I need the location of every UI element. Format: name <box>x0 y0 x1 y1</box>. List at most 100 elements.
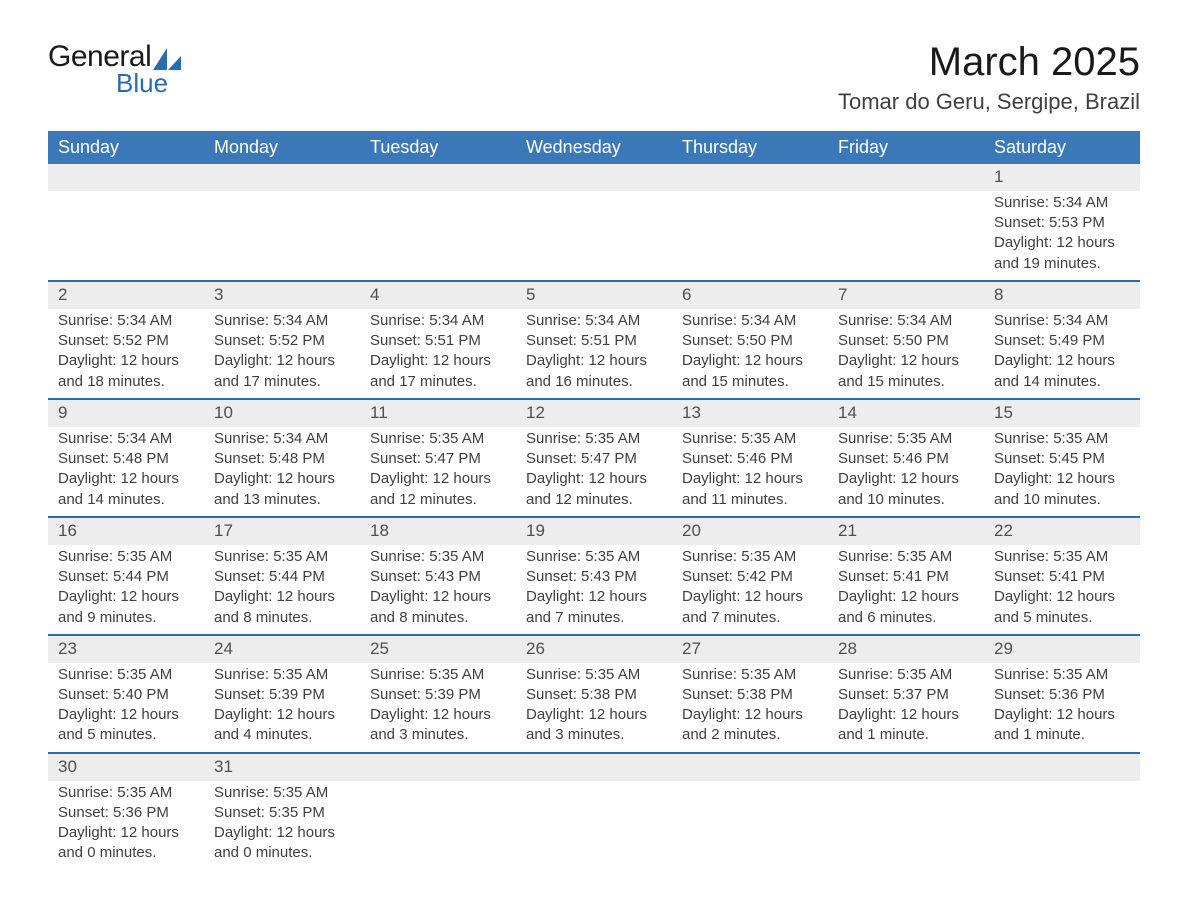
week-content-row: Sunrise: 5:35 AMSunset: 5:44 PMDaylight:… <box>48 545 1140 635</box>
day-number-cell: 1 <box>984 164 1140 191</box>
sunrise-text: Sunrise: 5:35 AM <box>526 547 662 567</box>
day-number-cell: 17 <box>204 517 360 545</box>
sunrise-text: Sunrise: 5:34 AM <box>214 311 350 331</box>
sunset-text: Sunset: 5:47 PM <box>370 449 506 469</box>
sunrise-text: Sunrise: 5:35 AM <box>838 429 974 449</box>
day-content-cell: Sunrise: 5:35 AMSunset: 5:39 PMDaylight:… <box>204 663 360 753</box>
day-content-cell: Sunrise: 5:35 AMSunset: 5:41 PMDaylight:… <box>984 545 1140 635</box>
sunrise-text: Sunrise: 5:35 AM <box>58 665 194 685</box>
logo: General Blue <box>48 40 181 99</box>
day-number-cell: 19 <box>516 517 672 545</box>
sunset-text: Sunset: 5:35 PM <box>214 803 350 823</box>
day-content-cell: Sunrise: 5:34 AMSunset: 5:52 PMDaylight:… <box>204 309 360 399</box>
day-content-cell: Sunrise: 5:34 AMSunset: 5:50 PMDaylight:… <box>672 309 828 399</box>
week-daynum-row: 23242526272829 <box>48 635 1140 663</box>
sunrise-text: Sunrise: 5:35 AM <box>370 547 506 567</box>
sunrise-text: Sunrise: 5:35 AM <box>214 547 350 567</box>
day-content-cell: Sunrise: 5:35 AMSunset: 5:39 PMDaylight:… <box>360 663 516 753</box>
day-content-cell <box>48 191 204 281</box>
week-content-row: Sunrise: 5:35 AMSunset: 5:36 PMDaylight:… <box>48 781 1140 870</box>
day-number-cell: 28 <box>828 635 984 663</box>
month-title: March 2025 <box>838 40 1140 85</box>
day-number-cell: 24 <box>204 635 360 663</box>
sunrise-text: Sunrise: 5:35 AM <box>994 547 1130 567</box>
sunrise-text: Sunrise: 5:35 AM <box>214 783 350 803</box>
day-content-cell <box>828 781 984 870</box>
day-content-cell: Sunrise: 5:34 AMSunset: 5:52 PMDaylight:… <box>48 309 204 399</box>
sunrise-text: Sunrise: 5:35 AM <box>994 665 1130 685</box>
day-number-cell <box>360 753 516 781</box>
sunrise-text: Sunrise: 5:35 AM <box>58 547 194 567</box>
week-daynum-row: 3031 <box>48 753 1140 781</box>
week-daynum-row: 16171819202122 <box>48 517 1140 545</box>
daylight-text: Daylight: 12 hours and 1 minute. <box>994 705 1130 746</box>
week-daynum-row: 1 <box>48 164 1140 191</box>
daylight-text: Daylight: 12 hours and 19 minutes. <box>994 233 1130 274</box>
sunset-text: Sunset: 5:39 PM <box>370 685 506 705</box>
sunset-text: Sunset: 5:38 PM <box>526 685 662 705</box>
day-number-cell: 30 <box>48 753 204 781</box>
calendar-table: Sunday Monday Tuesday Wednesday Thursday… <box>48 131 1140 870</box>
daylight-text: Daylight: 12 hours and 8 minutes. <box>214 587 350 628</box>
day-content-cell: Sunrise: 5:35 AMSunset: 5:47 PMDaylight:… <box>360 427 516 517</box>
day-header: Saturday <box>984 131 1140 164</box>
day-content-cell: Sunrise: 5:35 AMSunset: 5:37 PMDaylight:… <box>828 663 984 753</box>
daylight-text: Daylight: 12 hours and 6 minutes. <box>838 587 974 628</box>
week-content-row: Sunrise: 5:35 AMSunset: 5:40 PMDaylight:… <box>48 663 1140 753</box>
day-content-cell: Sunrise: 5:35 AMSunset: 5:40 PMDaylight:… <box>48 663 204 753</box>
daylight-text: Daylight: 12 hours and 4 minutes. <box>214 705 350 746</box>
day-number-cell: 27 <box>672 635 828 663</box>
day-content-cell <box>360 781 516 870</box>
day-number-cell <box>204 164 360 191</box>
day-content-cell: Sunrise: 5:35 AMSunset: 5:38 PMDaylight:… <box>516 663 672 753</box>
day-content-cell: Sunrise: 5:35 AMSunset: 5:36 PMDaylight:… <box>48 781 204 870</box>
daylight-text: Daylight: 12 hours and 15 minutes. <box>838 351 974 392</box>
daylight-text: Daylight: 12 hours and 3 minutes. <box>370 705 506 746</box>
sunset-text: Sunset: 5:38 PM <box>682 685 818 705</box>
day-number-cell <box>828 753 984 781</box>
sunrise-text: Sunrise: 5:35 AM <box>370 665 506 685</box>
day-header: Thursday <box>672 131 828 164</box>
day-number-cell: 2 <box>48 281 204 309</box>
day-number-cell <box>984 753 1140 781</box>
sunset-text: Sunset: 5:48 PM <box>58 449 194 469</box>
sunrise-text: Sunrise: 5:34 AM <box>214 429 350 449</box>
sunset-text: Sunset: 5:46 PM <box>838 449 974 469</box>
sunrise-text: Sunrise: 5:35 AM <box>994 429 1130 449</box>
sunset-text: Sunset: 5:52 PM <box>214 331 350 351</box>
daylight-text: Daylight: 12 hours and 12 minutes. <box>370 469 506 510</box>
day-content-cell <box>984 781 1140 870</box>
daylight-text: Daylight: 12 hours and 9 minutes. <box>58 587 194 628</box>
day-header-row: Sunday Monday Tuesday Wednesday Thursday… <box>48 131 1140 164</box>
sunset-text: Sunset: 5:41 PM <box>838 567 974 587</box>
daylight-text: Daylight: 12 hours and 10 minutes. <box>838 469 974 510</box>
day-number-cell: 31 <box>204 753 360 781</box>
sunset-text: Sunset: 5:47 PM <box>526 449 662 469</box>
daylight-text: Daylight: 12 hours and 14 minutes. <box>58 469 194 510</box>
day-content-cell: Sunrise: 5:35 AMSunset: 5:42 PMDaylight:… <box>672 545 828 635</box>
sunrise-text: Sunrise: 5:34 AM <box>370 311 506 331</box>
sunrise-text: Sunrise: 5:35 AM <box>682 665 818 685</box>
day-number-cell: 16 <box>48 517 204 545</box>
daylight-text: Daylight: 12 hours and 18 minutes. <box>58 351 194 392</box>
day-content-cell: Sunrise: 5:35 AMSunset: 5:47 PMDaylight:… <box>516 427 672 517</box>
week-content-row: Sunrise: 5:34 AMSunset: 5:52 PMDaylight:… <box>48 309 1140 399</box>
daylight-text: Daylight: 12 hours and 2 minutes. <box>682 705 818 746</box>
day-number-cell: 21 <box>828 517 984 545</box>
daylight-text: Daylight: 12 hours and 16 minutes. <box>526 351 662 392</box>
sunset-text: Sunset: 5:43 PM <box>526 567 662 587</box>
daylight-text: Daylight: 12 hours and 1 minute. <box>838 705 974 746</box>
day-number-cell: 22 <box>984 517 1140 545</box>
logo-text-blue: Blue <box>116 68 168 99</box>
sunset-text: Sunset: 5:36 PM <box>58 803 194 823</box>
sunset-text: Sunset: 5:41 PM <box>994 567 1130 587</box>
sunset-text: Sunset: 5:50 PM <box>838 331 974 351</box>
sunset-text: Sunset: 5:44 PM <box>58 567 194 587</box>
day-number-cell: 11 <box>360 399 516 427</box>
sunrise-text: Sunrise: 5:35 AM <box>370 429 506 449</box>
day-content-cell: Sunrise: 5:34 AMSunset: 5:51 PMDaylight:… <box>516 309 672 399</box>
sunset-text: Sunset: 5:37 PM <box>838 685 974 705</box>
sunset-text: Sunset: 5:49 PM <box>994 331 1130 351</box>
day-header: Wednesday <box>516 131 672 164</box>
day-content-cell: Sunrise: 5:35 AMSunset: 5:46 PMDaylight:… <box>672 427 828 517</box>
